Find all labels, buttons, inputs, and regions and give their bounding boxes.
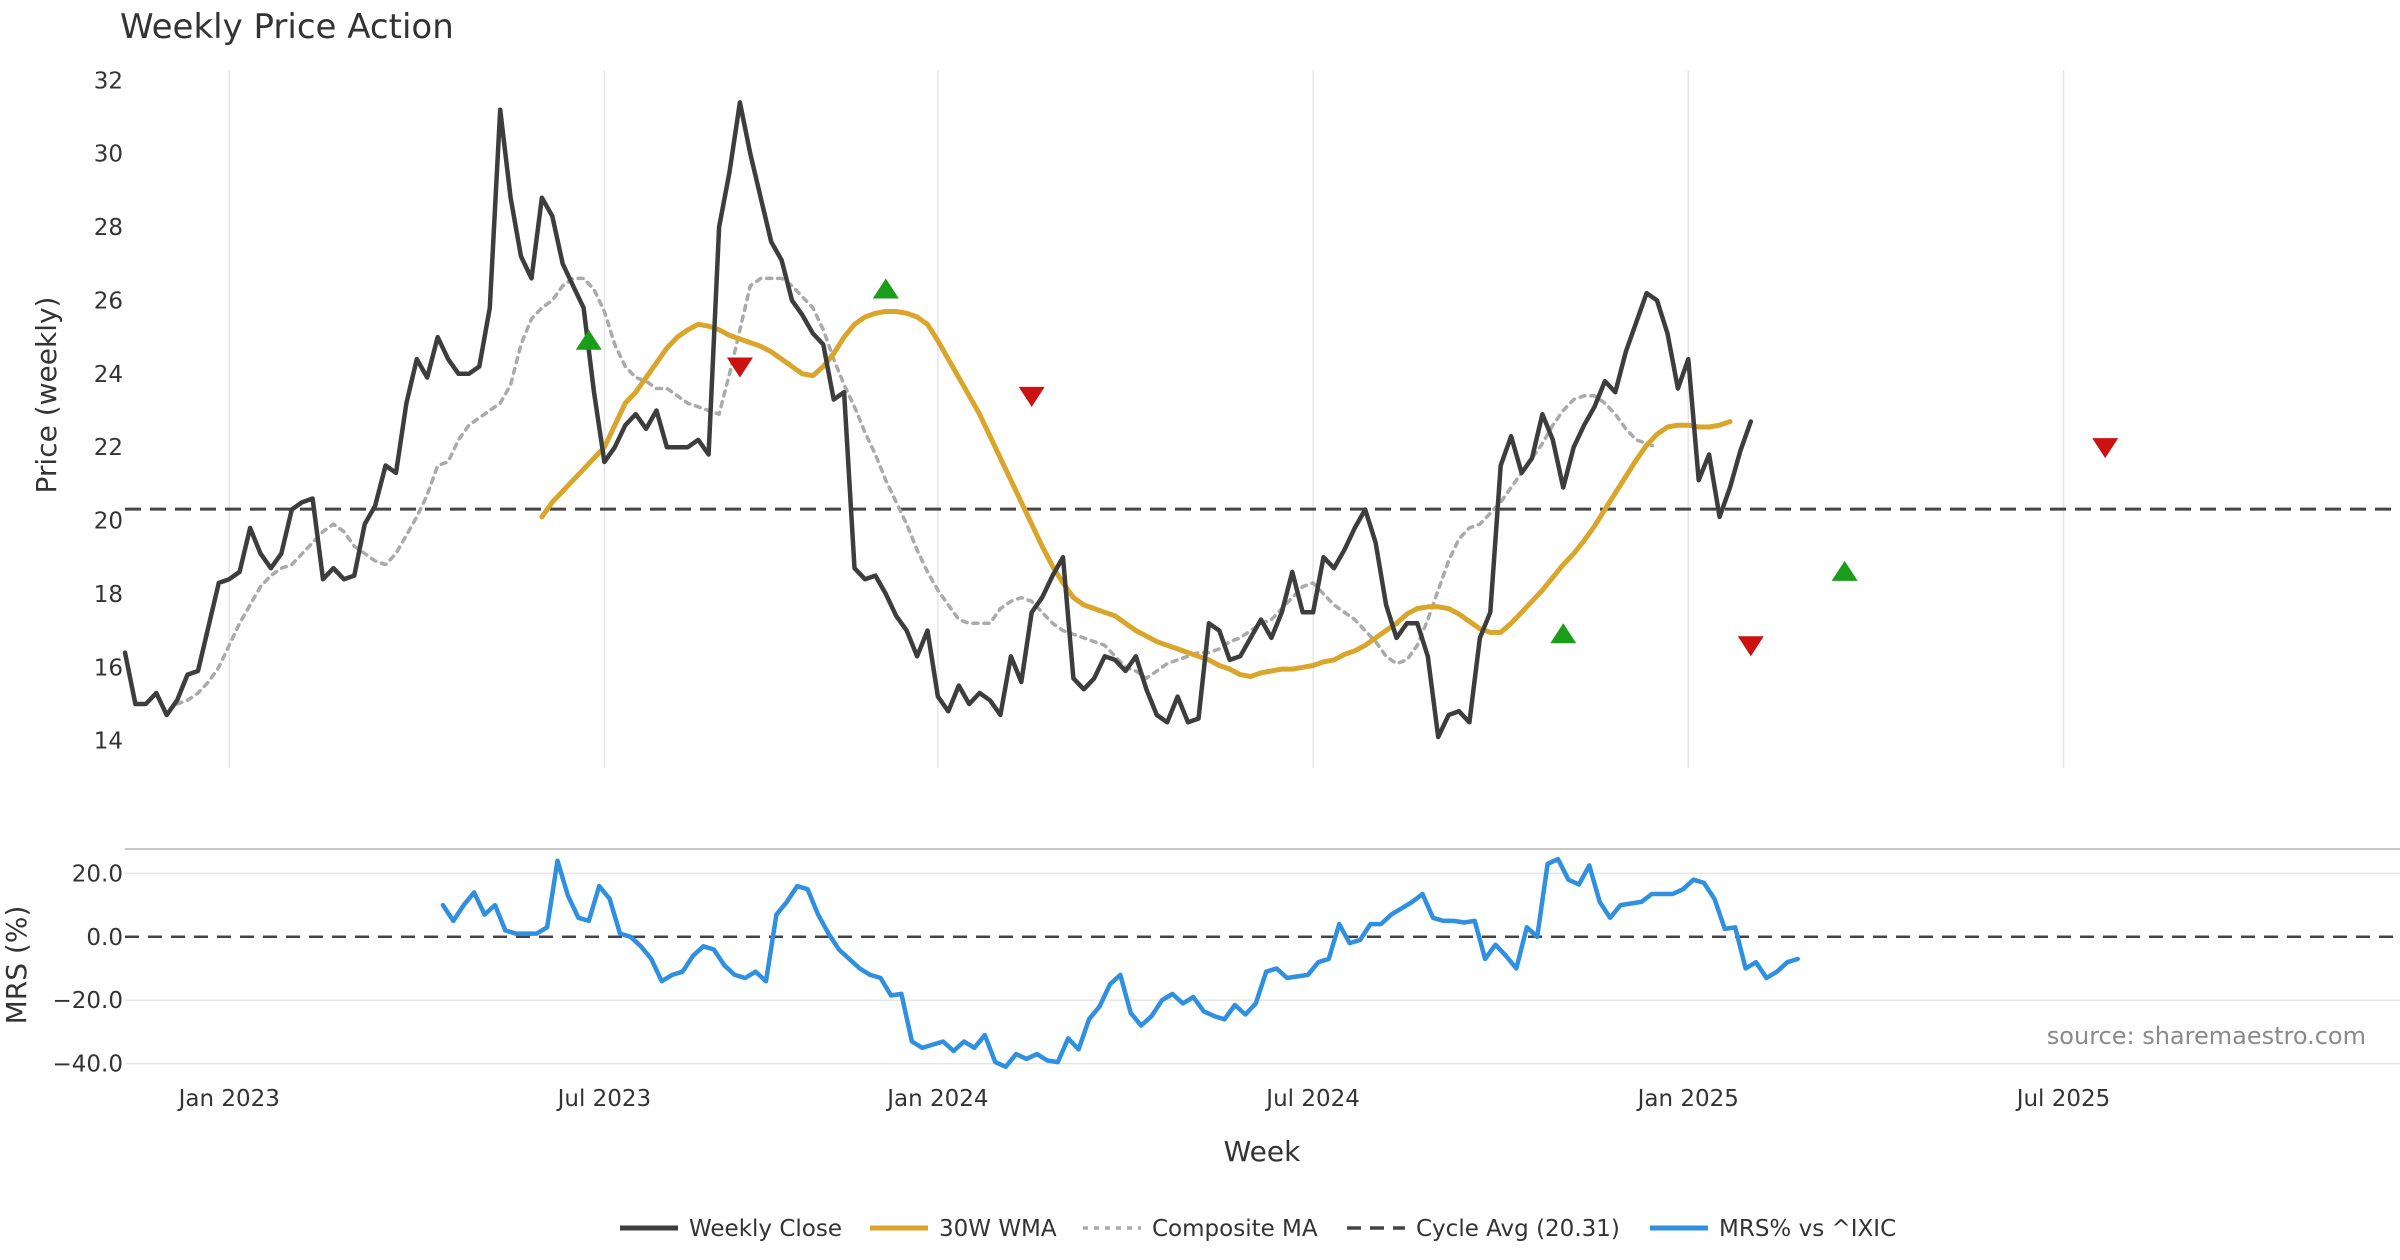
weekly-close-series [122,100,1754,740]
buy-signal-marker [872,278,899,299]
price-y-tick-label: 18 [94,582,123,608]
x-tick-label: Jan 2024 [885,1086,988,1112]
mrs-y-tick-label: −40.0 [53,1052,123,1078]
price-y-axis-label: Price (weekly) [30,297,63,494]
legend: Weekly Close 30W WMA Composite MA Cycle Avg… [620,1216,1896,1242]
buy-signal-marker [575,329,602,350]
price-y-tick-label: 22 [94,435,123,461]
series-layer [122,100,2400,1070]
price-y-tick-label: 16 [94,655,123,681]
legend-label: MRS% vs ^IXIC [1719,1216,1896,1242]
mrs-y-axis-label: MRS (%) [0,906,33,1025]
x-tick-label: Jul 2024 [1264,1086,1360,1112]
legend-label: 30W WMA [939,1216,1057,1242]
price-y-tick-label: 24 [94,362,123,388]
sell-signal-marker [726,357,753,378]
buy-signal-marker [1550,623,1577,644]
composite-ma-series [175,276,1659,706]
wma-30w-series [539,309,1733,679]
x-tick-label: Jan 2023 [177,1086,280,1112]
legend-label: Weekly Close [689,1216,842,1242]
price-y-tick-label: 14 [94,729,123,755]
sell-signal-marker [2092,438,2119,459]
x-axis-label: Week [1224,1135,1301,1168]
tick-layer: 14 16 18 20 22 24 26 28 30 32 20.0 0.0 −20.0 −40.0 Jan… [53,68,2111,1112]
price-y-tick-label: 30 [94,142,123,168]
sell-signal-marker [1737,636,1764,657]
x-tick-label: Jul 2023 [556,1086,652,1112]
mrs-y-tick-label: −20.0 [53,988,123,1014]
price-y-tick-label: 20 [94,509,123,535]
signal-layer [575,278,2119,657]
mrs-y-tick-label: 0.0 [86,925,123,951]
chart-title: Weekly Price Action [120,7,454,47]
legend-label: Cycle Avg (20.31) [1416,1216,1620,1242]
x-tick-label: Jul 2025 [2015,1086,2111,1112]
x-tick-label: Jan 2025 [1636,1086,1739,1112]
mrs-series [440,856,1800,1070]
price-y-tick-label: 32 [94,68,123,94]
buy-signal-marker [1831,560,1858,581]
source-note: source: sharemaestro.com [2047,1022,2366,1050]
price-y-tick-label: 28 [94,215,123,241]
mrs-y-tick-label: 20.0 [72,861,123,887]
sell-signal-marker [1018,386,1045,407]
legend-label: Composite MA [1152,1216,1318,1242]
grid-layer [125,70,2400,1065]
price-y-tick-label: 26 [94,288,123,314]
